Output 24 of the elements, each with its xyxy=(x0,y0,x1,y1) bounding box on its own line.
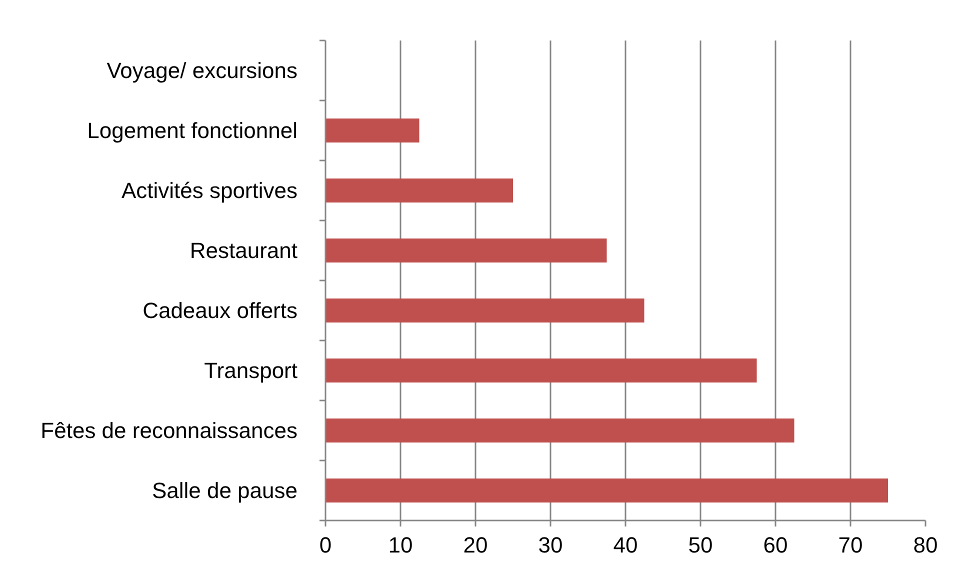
y-tick-label: Cadeaux offerts xyxy=(142,298,298,323)
x-tick-label: 10 xyxy=(388,532,413,558)
x-tick-label: 80 xyxy=(913,532,938,558)
x-tick-label: 50 xyxy=(688,532,713,558)
bar xyxy=(326,178,513,202)
x-tick-label: 30 xyxy=(538,532,563,558)
bar xyxy=(326,478,888,502)
bar xyxy=(326,238,607,262)
y-tick-label: Restaurant xyxy=(190,238,298,263)
bar xyxy=(326,118,420,142)
bar xyxy=(326,418,794,442)
x-tick-label: 40 xyxy=(613,532,638,558)
y-tick-label: Transport xyxy=(204,358,298,383)
y-tick-label: Voyage/ excursions xyxy=(106,58,298,83)
x-tick-label: 20 xyxy=(463,532,488,558)
x-tick-label: 60 xyxy=(763,532,788,558)
x-tick-label: 0 xyxy=(319,532,332,558)
y-tick-label: Logement fonctionnel xyxy=(87,118,298,143)
bar xyxy=(326,358,757,382)
x-tick-label: 70 xyxy=(838,532,863,558)
y-tick-label: Activités sportives xyxy=(121,178,298,203)
y-tick-label: Salle de pause xyxy=(152,478,298,503)
y-tick-label: Fêtes de reconnaissances xyxy=(40,418,298,443)
bar xyxy=(326,298,644,322)
